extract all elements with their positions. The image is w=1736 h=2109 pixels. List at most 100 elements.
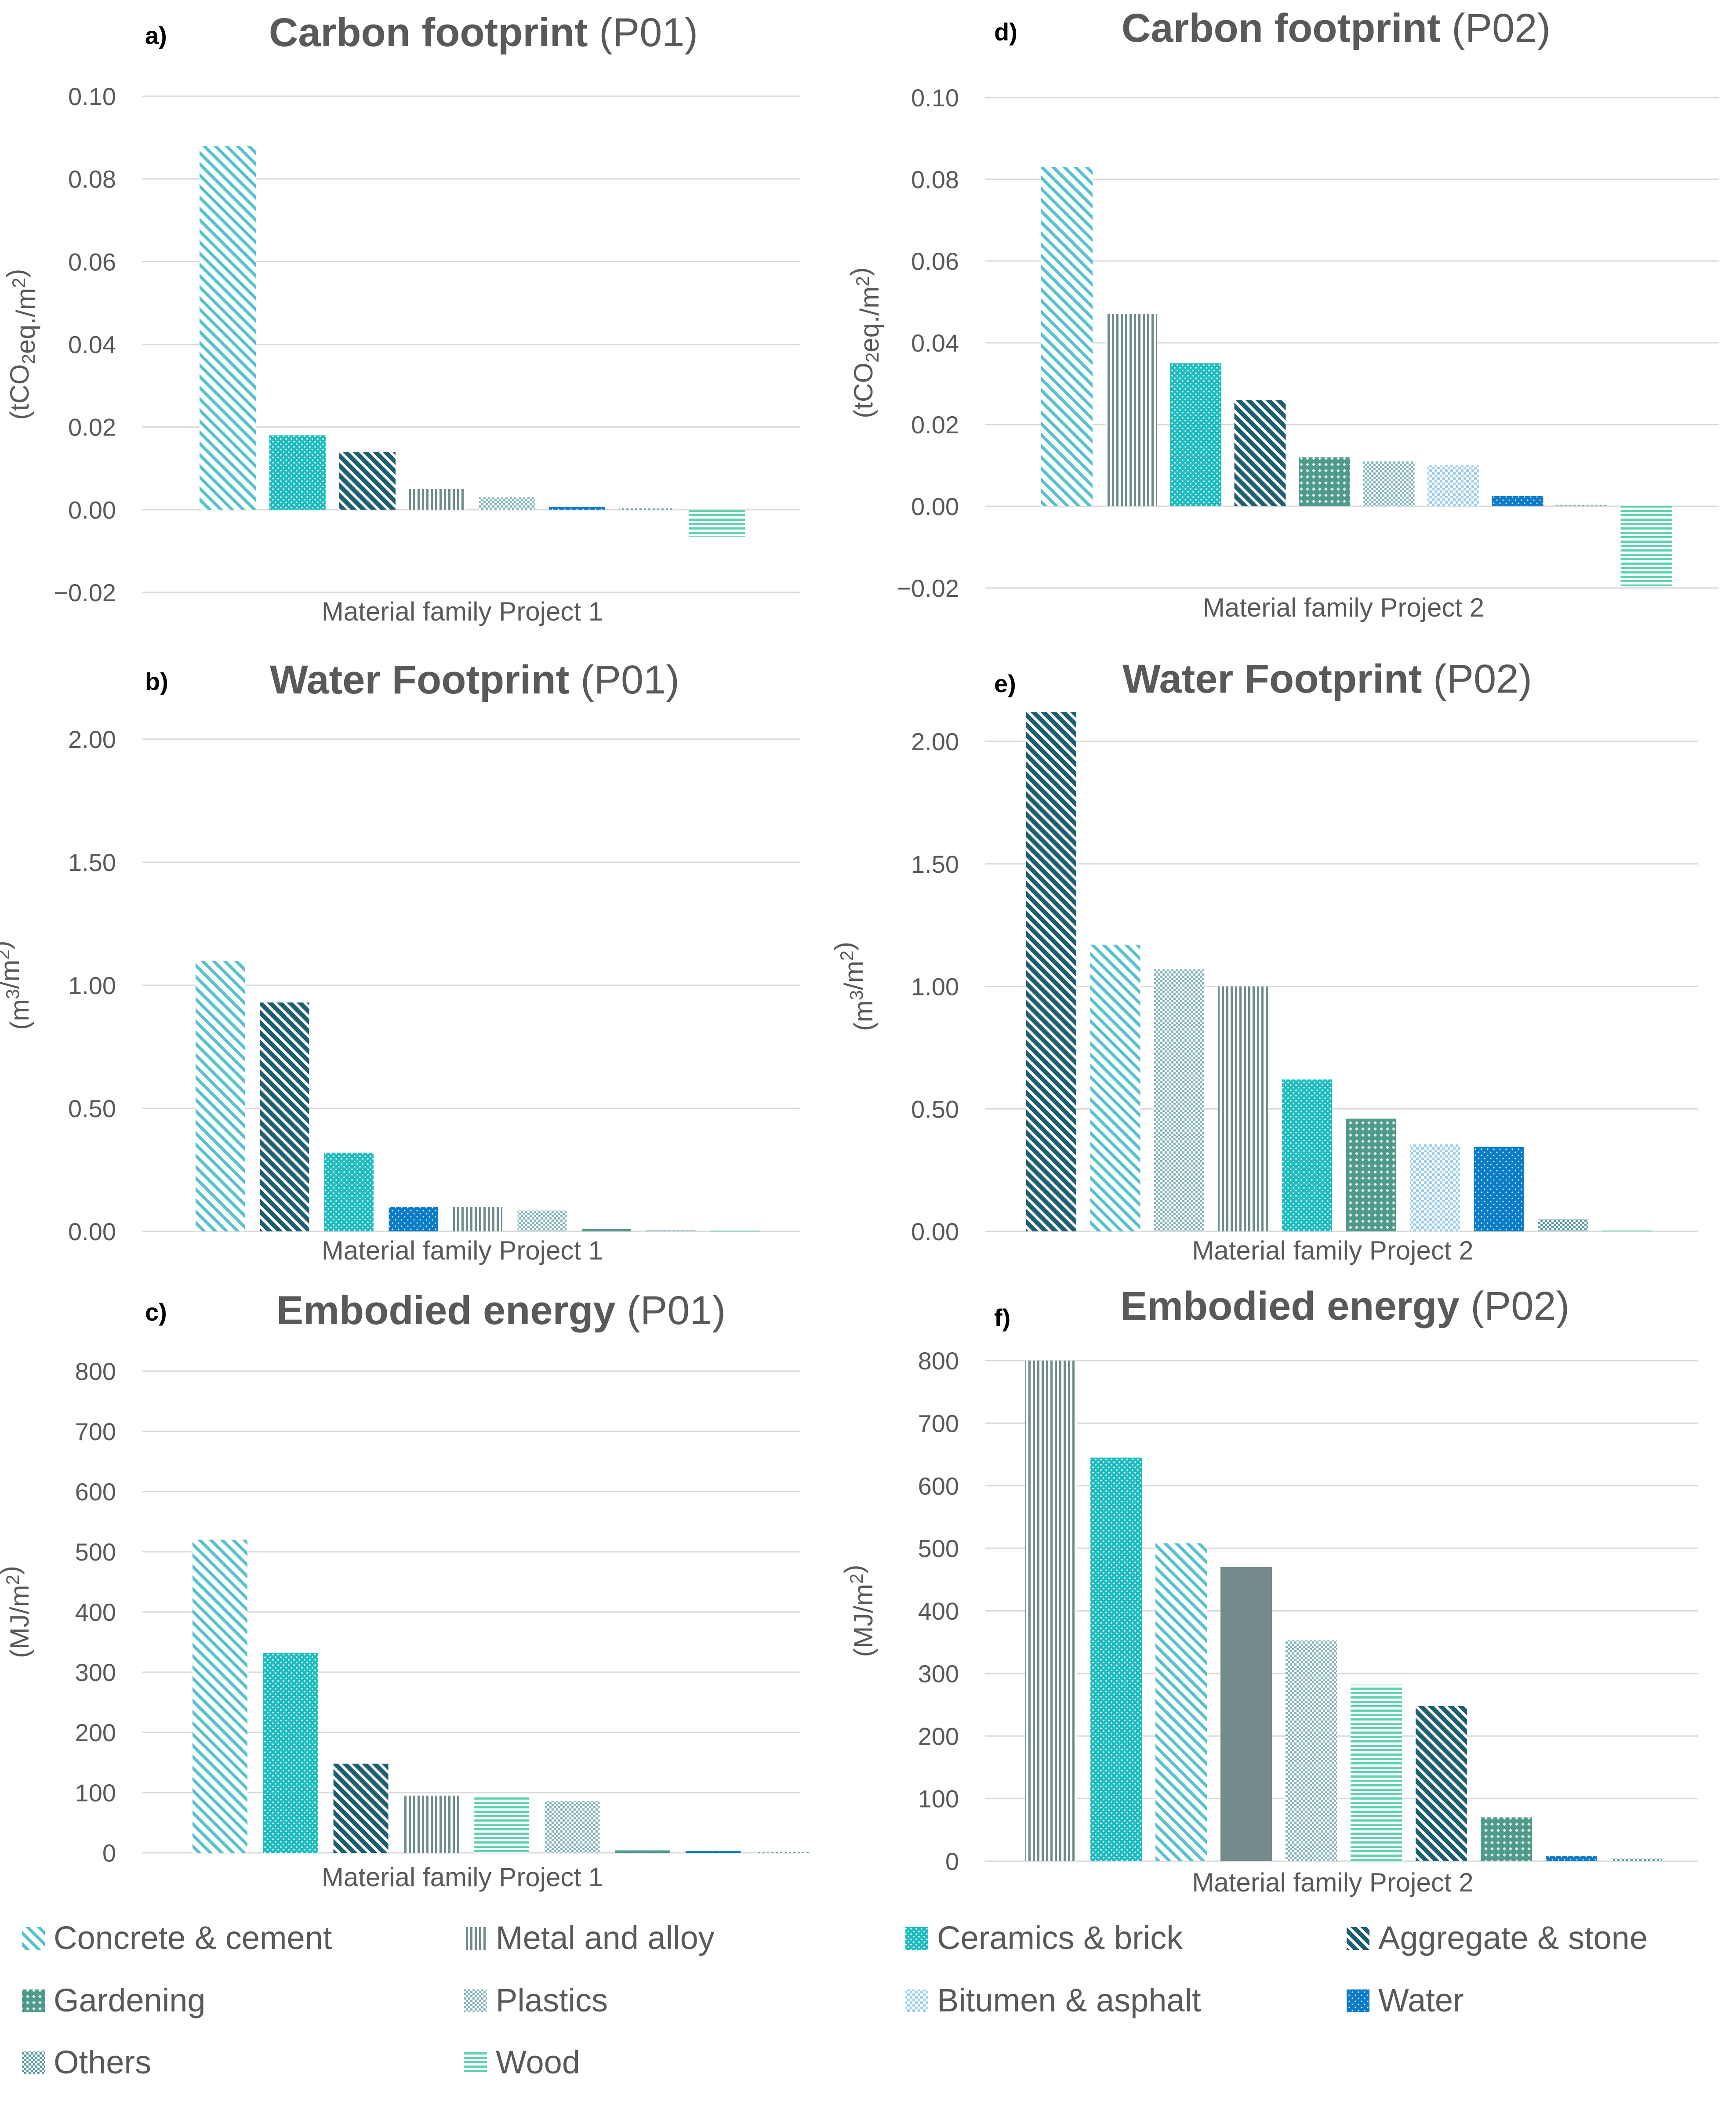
y-tick-label: 0.00 bbox=[68, 496, 116, 524]
x-axis-label: Material family Project 2 bbox=[1192, 1236, 1473, 1265]
y-tick-label: 1.00 bbox=[68, 972, 116, 999]
y-tick-label: 100 bbox=[75, 1779, 116, 1807]
y-tick-label: 0.04 bbox=[68, 331, 116, 359]
chart-title: Carbon footprint (P02) bbox=[1122, 6, 1551, 51]
bar-others bbox=[756, 1852, 811, 1853]
bar-bitumen-and-asphalt bbox=[1427, 465, 1479, 506]
chart-panel-f: f) Embodied energy (P02) 0 100 200 300 400 500 6… bbox=[839, 1284, 1698, 1897]
chart-title-light: (P02) bbox=[1452, 6, 1551, 51]
bar-wood bbox=[1620, 506, 1672, 586]
y-tick-label: 400 bbox=[918, 1597, 959, 1625]
legend-item-plastics: Plastics bbox=[464, 1982, 608, 2018]
chart-title-bold: Carbon footprint bbox=[1122, 6, 1452, 51]
panel-label: a) bbox=[145, 22, 167, 49]
y-tick-label: 200 bbox=[918, 1722, 959, 1750]
bar-gardening bbox=[1299, 457, 1350, 506]
y-axis-label: (m3/m2) bbox=[829, 942, 878, 1031]
bar-aggregate-and-stone bbox=[1416, 1706, 1467, 1861]
legend-item-others: Others bbox=[22, 2044, 151, 2080]
bar-water bbox=[1474, 1147, 1524, 1231]
y-tick-label: 800 bbox=[75, 1358, 116, 1385]
y-tick-label: 1.00 bbox=[911, 973, 959, 1001]
y-axis-label: (tCO2eq./m2) bbox=[1, 269, 40, 420]
y-tick-label: 300 bbox=[918, 1660, 959, 1688]
y-tick-label: 0.00 bbox=[911, 1218, 959, 1245]
bar-plastics bbox=[545, 1801, 600, 1853]
bar-wood bbox=[1602, 1230, 1652, 1231]
chart-title-bold: Embodied energy bbox=[276, 1288, 627, 1333]
y-axis-label: (MJ/m2) bbox=[839, 1565, 878, 1657]
chart-title: Embodied energy (P02) bbox=[1120, 1284, 1569, 1329]
bar-aggregate-and-stone bbox=[1234, 400, 1286, 506]
y-axis-label: (m3/m2) bbox=[0, 940, 34, 1030]
legend-item-bitumen-and-asphalt: Bitumen & asphalt bbox=[905, 1982, 1201, 2018]
bar-water bbox=[686, 1851, 741, 1853]
legend-item-water: Water bbox=[1347, 1982, 1464, 2018]
y-tick-label: −0.02 bbox=[897, 574, 959, 602]
legend-swatch bbox=[464, 1927, 487, 1950]
bar-bitumen-and-asphalt bbox=[1410, 1144, 1460, 1231]
bar-concrete-and-cement bbox=[1041, 167, 1093, 507]
legend-label: Ceramics & brick bbox=[937, 1920, 1183, 1956]
bar-ceramics-and-brick bbox=[1090, 1457, 1142, 1861]
panel-label: d) bbox=[994, 18, 1017, 46]
chart-title-bold: Water Footprint bbox=[1122, 657, 1433, 701]
y-tick-label: 2.00 bbox=[68, 726, 116, 753]
legend-item-wood: Wood bbox=[464, 2044, 580, 2080]
chart-panel-e: e) Water Footprint (P02) 0.00 0.50 1.00 1.50 2… bbox=[829, 657, 1698, 1265]
bar-others bbox=[646, 1230, 696, 1231]
y-tick-label: 600 bbox=[918, 1472, 959, 1500]
legend-item-ceramics-and-brick: Ceramics & brick bbox=[905, 1920, 1183, 1956]
bar-water bbox=[1492, 496, 1544, 506]
bar-concrete-and-cement bbox=[192, 1539, 247, 1853]
legend-label: Concrete & cement bbox=[54, 1920, 332, 1956]
y-tick-label: 0.08 bbox=[911, 166, 959, 193]
legend-label: Others bbox=[54, 2044, 151, 2080]
y-tick-label: 200 bbox=[75, 1719, 116, 1746]
bar-wood bbox=[1351, 1684, 1402, 1861]
bar-aggregate-and-stone bbox=[1026, 712, 1076, 1231]
bar-ceramics-and-brick bbox=[263, 1653, 318, 1853]
y-tick-label: 0.08 bbox=[68, 165, 116, 193]
chart-title-light: (P01) bbox=[581, 657, 679, 702]
bar-gardening bbox=[582, 1229, 631, 1231]
bar-wood bbox=[689, 509, 745, 537]
bar-metal-and-alloy bbox=[453, 1207, 502, 1231]
bar-ceramics-and-brick bbox=[1282, 1079, 1332, 1231]
bar-water bbox=[389, 1207, 438, 1231]
bar-aggregate-and-stone bbox=[260, 1002, 309, 1231]
bar-concrete-and-cement bbox=[200, 145, 256, 510]
y-tick-label: 0.00 bbox=[68, 1218, 116, 1245]
bar-metal-and-alloy bbox=[1025, 1361, 1077, 1861]
legend-label: Metal and alloy bbox=[496, 1920, 715, 1956]
chart-panel-d: d) Carbon footprint (P02) −0.02 0.00 0.02 0.0… bbox=[845, 6, 1719, 622]
chart-title: Water Footprint (P02) bbox=[1122, 657, 1532, 701]
bar-aggregate-and-stone bbox=[333, 1764, 389, 1853]
y-axis-label: (tCO2eq./m2) bbox=[845, 267, 884, 418]
bar-concrete-and-cement bbox=[1155, 1543, 1207, 1861]
chart-title-light: (P02) bbox=[1471, 1284, 1569, 1329]
chart-title-light: (P01) bbox=[627, 1288, 726, 1333]
bar-ceramics-and-brick bbox=[324, 1152, 374, 1231]
y-tick-label: 2.00 bbox=[911, 728, 959, 755]
chart-title-bold: Carbon footprint bbox=[269, 10, 599, 55]
y-axis-label: (MJ/m2) bbox=[0, 1566, 34, 1658]
legend-swatch bbox=[464, 2051, 487, 2074]
legend-swatch bbox=[22, 2051, 45, 2074]
legend-item-concrete-and-cement: Concrete & cement bbox=[22, 1920, 332, 1956]
bar-metal-and-alloy bbox=[403, 1795, 459, 1853]
x-axis-label: Material family Project 1 bbox=[322, 1862, 603, 1892]
bar-plastics bbox=[1363, 461, 1415, 506]
panel-label: e) bbox=[994, 670, 1016, 697]
y-tick-label: 1.50 bbox=[68, 849, 116, 876]
bar-others bbox=[1556, 505, 1608, 506]
x-axis-label: Material family Project 2 bbox=[1203, 593, 1484, 622]
bar-concrete-and-cement bbox=[196, 961, 245, 1231]
y-tick-label: 0.50 bbox=[911, 1095, 959, 1123]
legend-label: Gardening bbox=[54, 1982, 206, 2018]
chart-title-bold: Water Footprint bbox=[270, 657, 581, 702]
bar-gardening bbox=[1346, 1118, 1396, 1231]
legend-swatch bbox=[22, 1927, 45, 1950]
legend-swatch bbox=[464, 1989, 487, 2012]
chart-title-light: (P01) bbox=[599, 10, 698, 55]
